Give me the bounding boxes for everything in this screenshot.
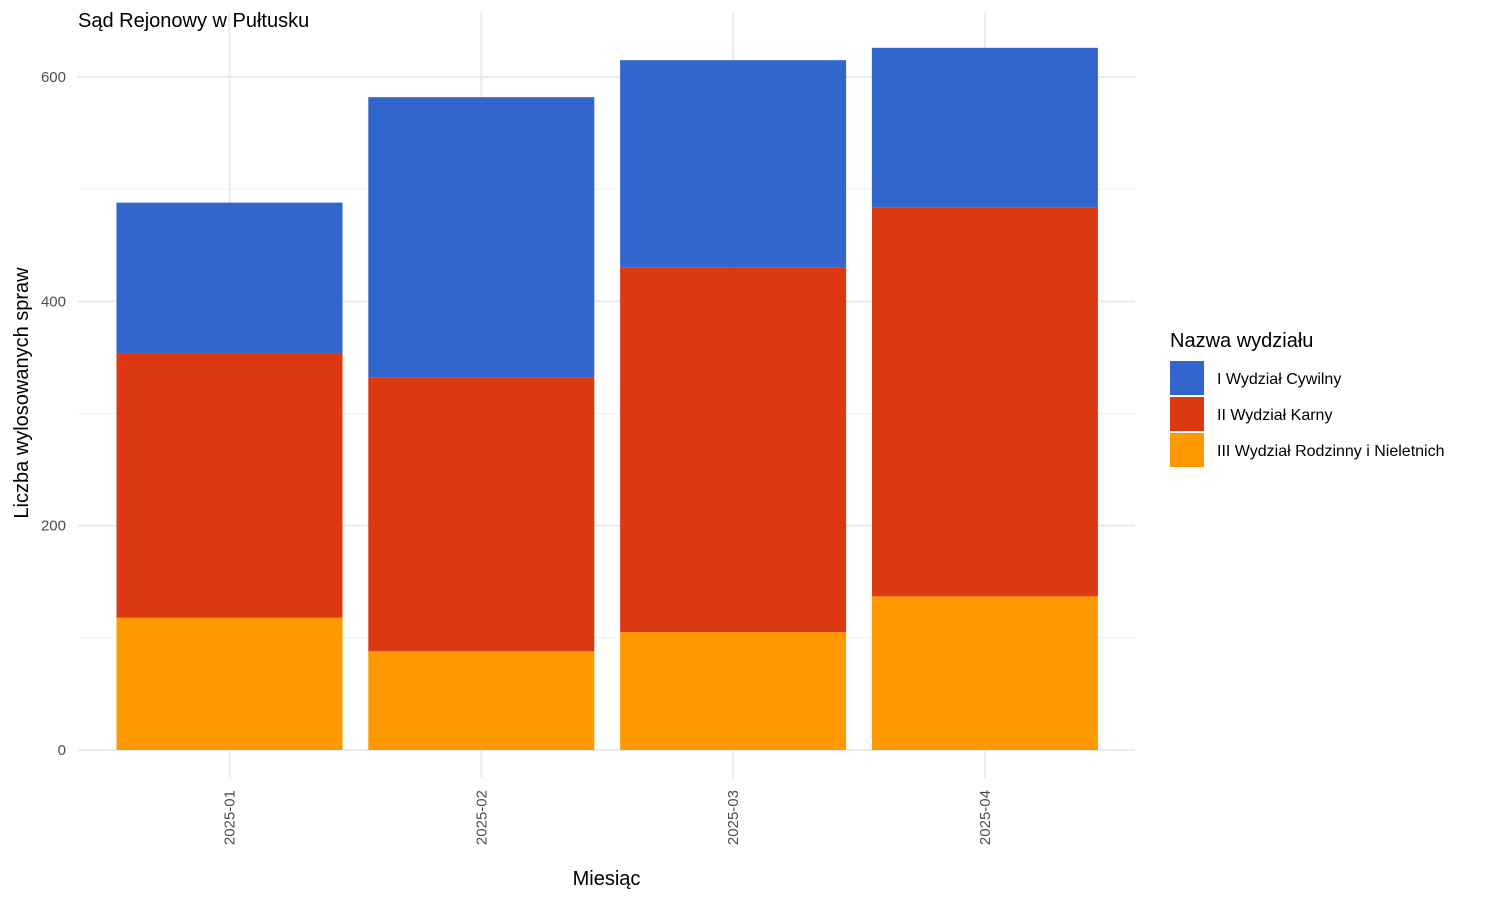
y-axis-title: Liczba wylosowanych spraw (11, 267, 33, 519)
bars (116, 47, 1098, 750)
bar-segment (368, 651, 595, 750)
x-axis-title: Miesiąc (573, 868, 641, 890)
legend-swatch (1170, 361, 1204, 395)
bar-segment (116, 617, 343, 750)
axes: 0 200 400 600 2025-01 2025-02 2025-03 2025-04 (41, 69, 994, 845)
x-tick-label: 2025-02 (473, 790, 490, 845)
x-tick-label: 2025-04 (977, 790, 994, 845)
bar-segment (368, 97, 595, 378)
bar-segment (871, 47, 1098, 208)
bar-segment (871, 596, 1098, 750)
legend-label: III Wydział Rodzinny i Nieletnich (1217, 443, 1445, 460)
legend-label: II Wydział Karny (1217, 407, 1332, 424)
bar-segment (116, 202, 343, 353)
legend-title: Nazwa wydziału (1170, 330, 1313, 352)
legend: Nazwa wydziału I Wydział Cywilny II Wydzi… (1170, 330, 1445, 467)
legend-label: I Wydział Cywilny (1217, 371, 1341, 388)
x-tick-label: 2025-01 (222, 790, 239, 845)
bar-segment (620, 60, 847, 268)
y-tick-label: 400 (41, 293, 66, 310)
bar-segment (871, 207, 1098, 597)
y-tick-label: 0 (58, 742, 66, 759)
y-tick-label: 600 (41, 69, 66, 86)
bar-segment (620, 267, 847, 633)
bar-segment (368, 377, 595, 652)
legend-swatch (1170, 397, 1204, 431)
y-tick-label: 200 (41, 518, 66, 535)
bar-segment (620, 632, 847, 750)
chart-title: Sąd Rejonowy w Pułtusku (78, 10, 309, 32)
bar-segment (116, 352, 343, 618)
x-tick-label: 2025-03 (725, 790, 742, 845)
legend-swatch (1170, 433, 1204, 467)
